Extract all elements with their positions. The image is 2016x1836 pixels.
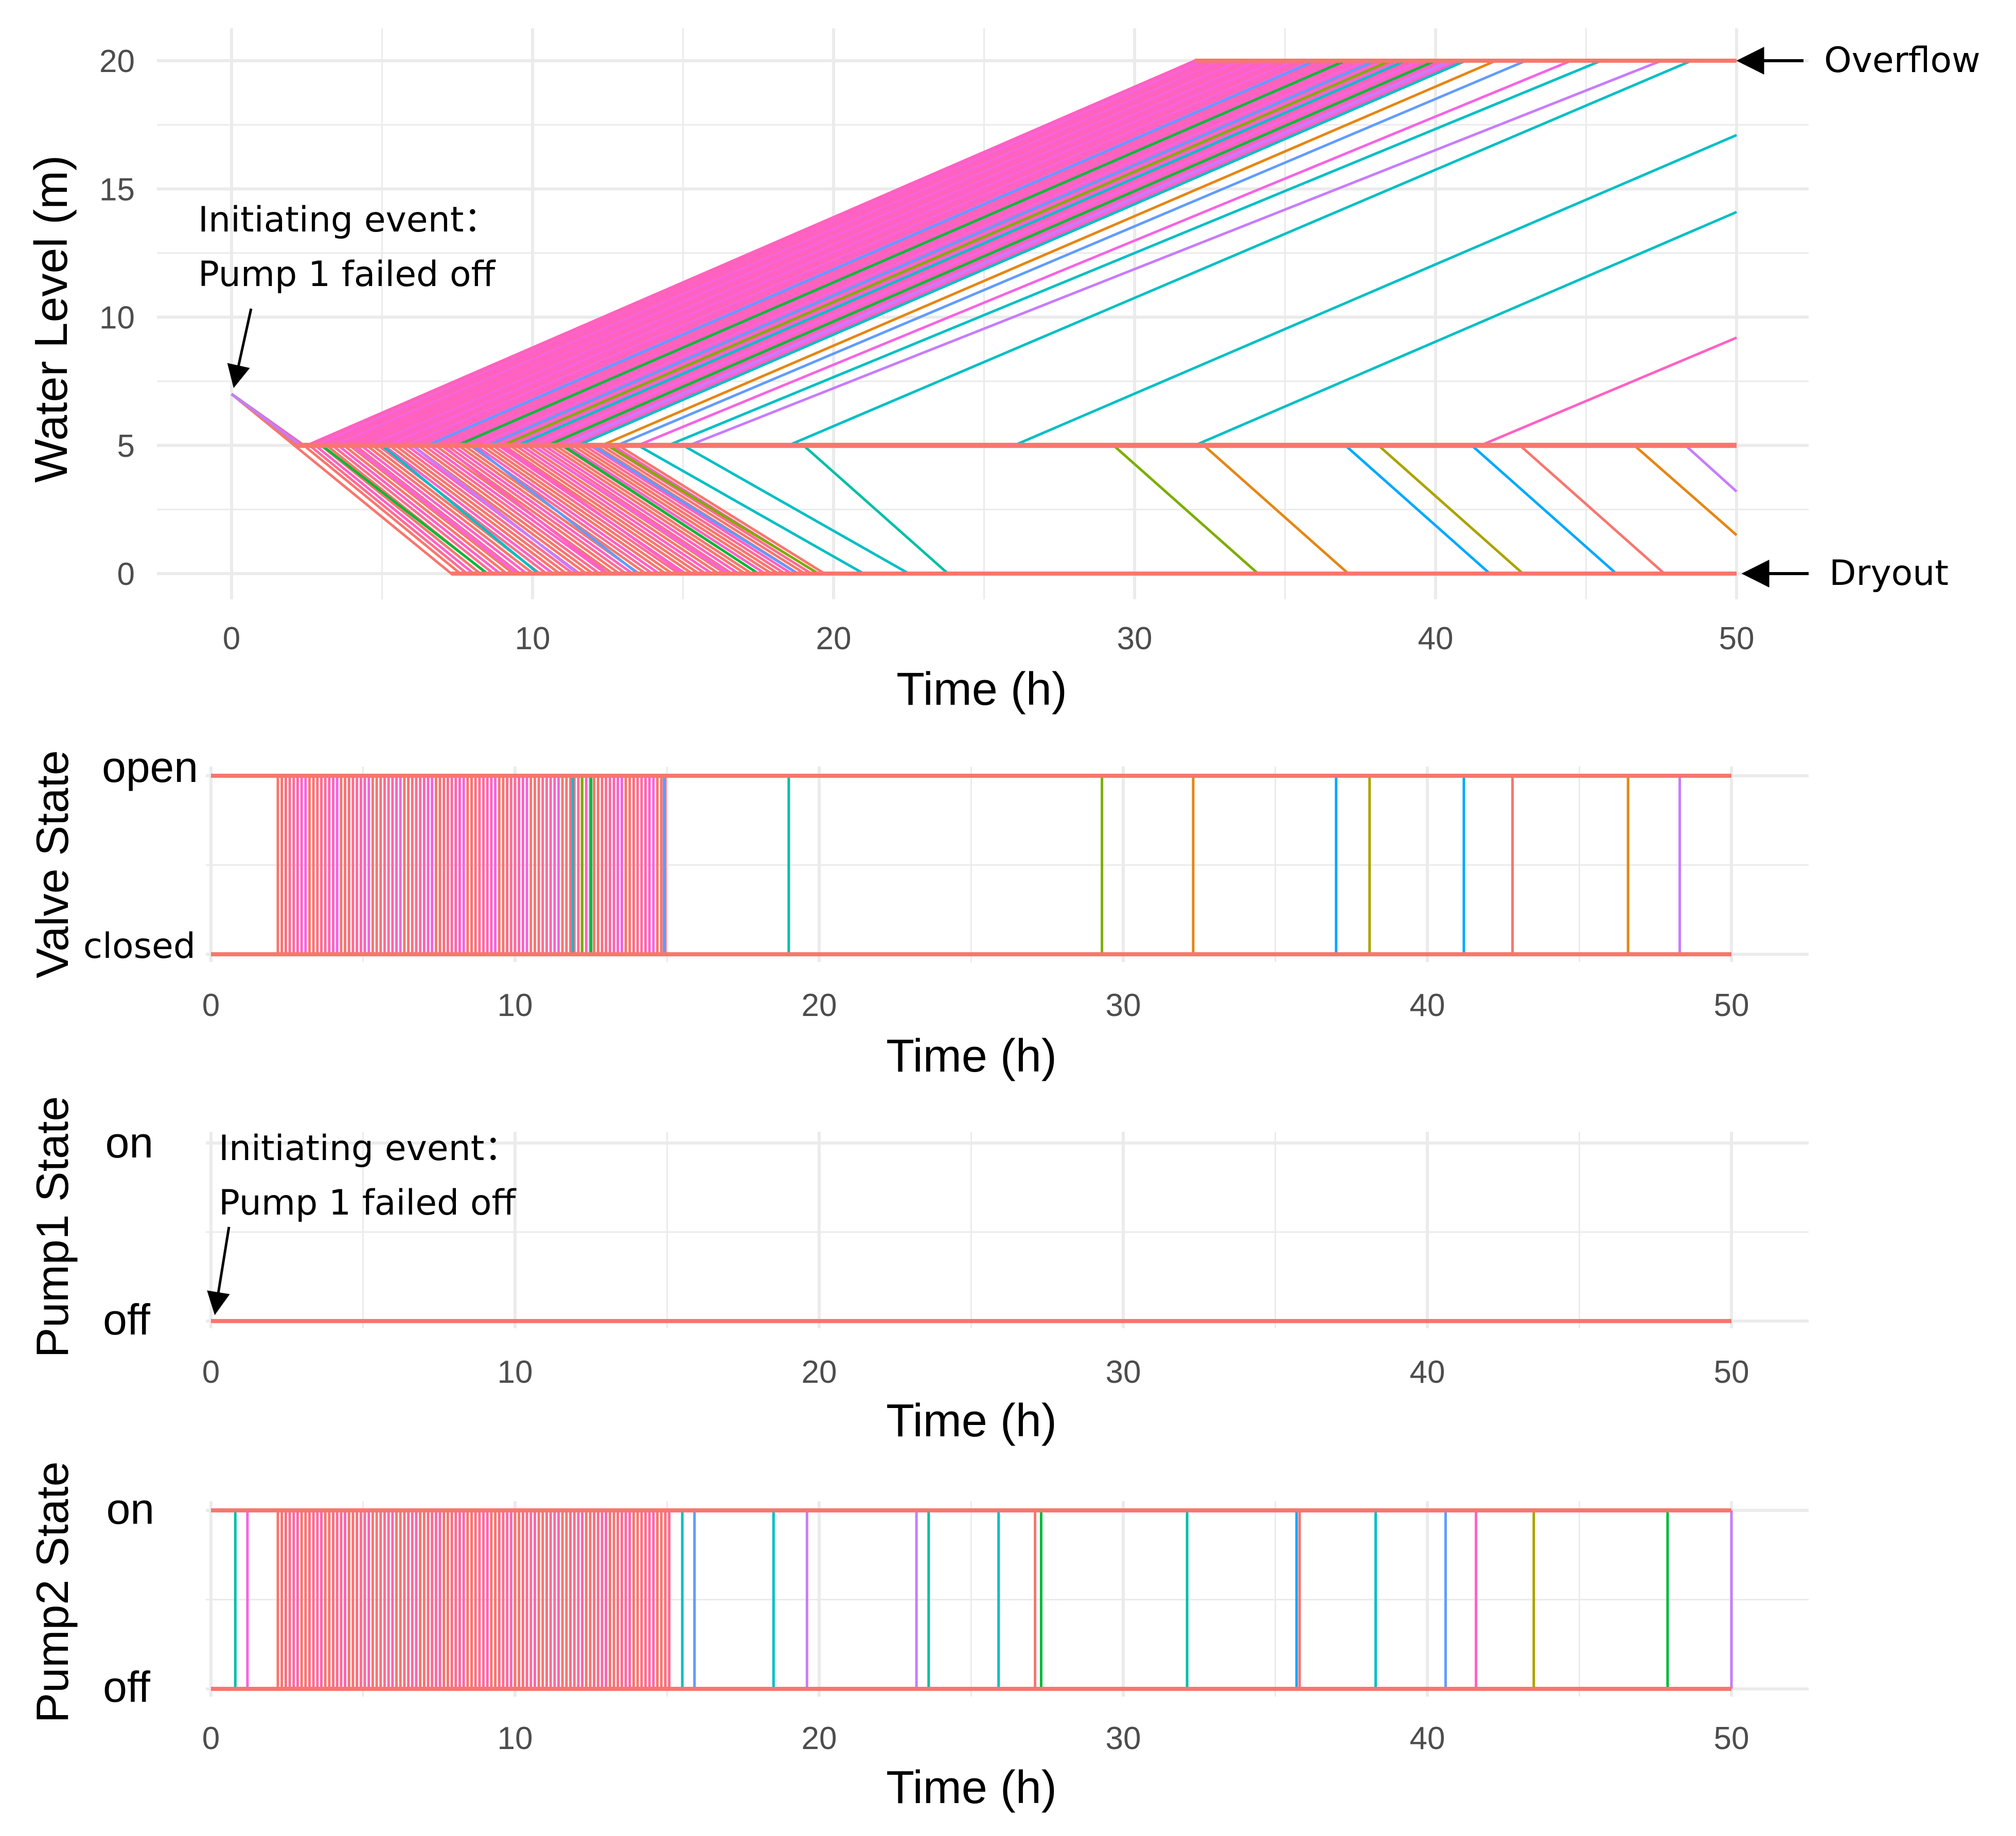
y-tick-label: 0 [117,557,135,592]
x-tick-label: 50 [1714,1721,1749,1756]
x-tick-label: 20 [802,988,837,1023]
pump1-state-panel: 0 10 20 30 40 50 on off Initiating event： Pum… [27,1096,1809,1447]
valve-open-label: open [102,743,198,791]
x-tick-label: 50 [1714,988,1749,1023]
x-tick-label: 50 [1719,621,1755,656]
valve-state-panel: 0 10 20 30 40 50 open closed Time (h) Valve S… [27,743,1809,1082]
x-tick-label: 40 [1410,1721,1445,1756]
pump2-state-y-title: Pump2 State [27,1461,78,1723]
x-tick-label: 20 [802,1354,837,1390]
x-tick-label: 0 [202,988,220,1023]
pump2-state-panel: 0 10 20 30 40 50 on off Time (h) Pump2 State [27,1461,1809,1813]
dryout-label: Dryout [1829,553,1949,594]
water-level-x-ticks: 0 10 20 30 40 50 [223,621,1755,656]
valve-state-transitions [211,774,1731,956]
valve-state-grid [206,767,1809,962]
pump2-off-label: off [103,1663,151,1711]
x-tick-label: 20 [816,621,852,656]
x-tick-label: 10 [498,1354,533,1390]
x-tick-label: 50 [1714,1354,1749,1390]
pump1-on-label: on [105,1118,153,1167]
x-tick-label: 10 [498,988,533,1023]
pump1-initiating-label-2: Pump 1 failed off [219,1183,517,1223]
water-level-y-ticks: 0 5 10 15 20 [99,44,135,592]
water-level-y-title: Water Level (m) [26,155,77,483]
valve-closed-label: closed [83,926,196,967]
y-tick-label: 5 [117,429,135,464]
x-tick-label: 0 [223,621,240,656]
water-level-x-title: Time (h) [896,664,1067,715]
pump2-state-grid [206,1501,1809,1697]
pump2-on-label: on [107,1485,154,1533]
initiating-event-label-2: Pump 1 failed off [198,254,496,295]
x-tick-label: 10 [498,1721,533,1756]
initiating-event-arrow-1 [227,308,253,388]
valve-state-x-title: Time (h) [886,1030,1057,1082]
overflow-label: Overflow [1824,40,1980,81]
valve-state-x-ticks: 0 10 20 30 40 50 [202,988,1749,1023]
y-tick-label: 15 [99,172,135,207]
initiating-event-label-1: Initiating event： [198,200,499,240]
pump1-state-y-title: Pump1 State [27,1096,78,1358]
pump2-state-transitions [211,1508,1733,1691]
pump2-state-x-title: Time (h) [886,1762,1057,1813]
pump1-off-label: off [103,1295,151,1344]
pump2-state-x-ticks: 0 10 20 30 40 50 [202,1721,1749,1756]
water-level-trajectories [231,59,1738,576]
x-tick-label: 20 [802,1721,837,1756]
y-tick-label: 20 [99,44,135,79]
pump1-state-x-title: Time (h) [886,1395,1057,1447]
valve-state-y-title: Valve State [27,750,78,978]
initiating-event-arrow-2 [207,1226,231,1315]
x-tick-label: 0 [202,1721,220,1756]
x-tick-label: 30 [1117,621,1153,656]
x-tick-label: 30 [1106,1721,1141,1756]
x-tick-label: 30 [1106,988,1141,1023]
x-tick-label: 40 [1410,1354,1445,1390]
pump1-initiating-label-1: Initiating event： [219,1128,519,1169]
x-tick-label: 0 [202,1354,220,1390]
water-level-panel: 0 10 20 30 40 50 0 5 10 15 20 Time (h) Water Leve… [26,28,1980,715]
y-tick-label: 10 [99,300,135,336]
x-tick-label: 10 [515,621,551,656]
x-tick-label: 40 [1418,621,1454,656]
x-tick-label: 30 [1106,1354,1141,1390]
pump1-state-x-ticks: 0 10 20 30 40 50 [202,1354,1749,1390]
x-tick-label: 40 [1410,988,1445,1023]
